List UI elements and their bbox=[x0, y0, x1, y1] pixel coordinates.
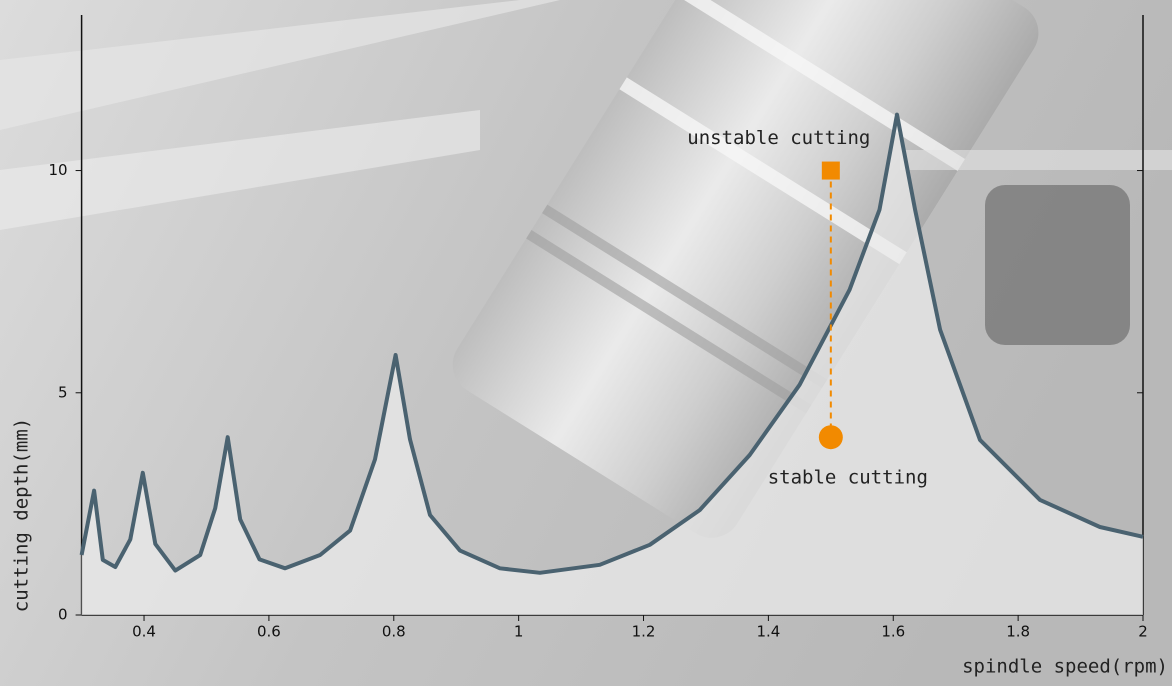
x-tick-label: 1.6 bbox=[881, 623, 905, 641]
x-tick-label: 1.2 bbox=[632, 623, 656, 641]
y-tick-label: 5 bbox=[58, 383, 68, 401]
marker-label: unstable cutting bbox=[687, 127, 870, 149]
marker-label: stable cutting bbox=[768, 467, 928, 489]
x-tick-label: 0.8 bbox=[382, 623, 406, 641]
y-tick-label: 10 bbox=[49, 161, 68, 179]
x-tick-label: 1 bbox=[514, 623, 524, 641]
chart: cutting depth(mm) spindle speed(rpm) 0 5 1… bbox=[0, 0, 1172, 686]
y-tick-label: 0 bbox=[58, 606, 68, 624]
marker-circle bbox=[819, 425, 843, 449]
x-tick-label: 1.4 bbox=[756, 623, 780, 641]
x-tick-label: 0.6 bbox=[257, 623, 281, 641]
x-tick-label: 2 bbox=[1138, 623, 1148, 641]
x-tick-label: 0.4 bbox=[132, 623, 156, 641]
y-axis-label: cutting depth(mm) bbox=[11, 418, 33, 612]
x-tick-label: 1.8 bbox=[1006, 623, 1030, 641]
marker-square bbox=[822, 162, 840, 180]
page: {"chart_data": { "type": "line", "x_labe… bbox=[0, 0, 1172, 686]
x-axis-label: spindle speed(rpm) bbox=[962, 656, 1168, 678]
